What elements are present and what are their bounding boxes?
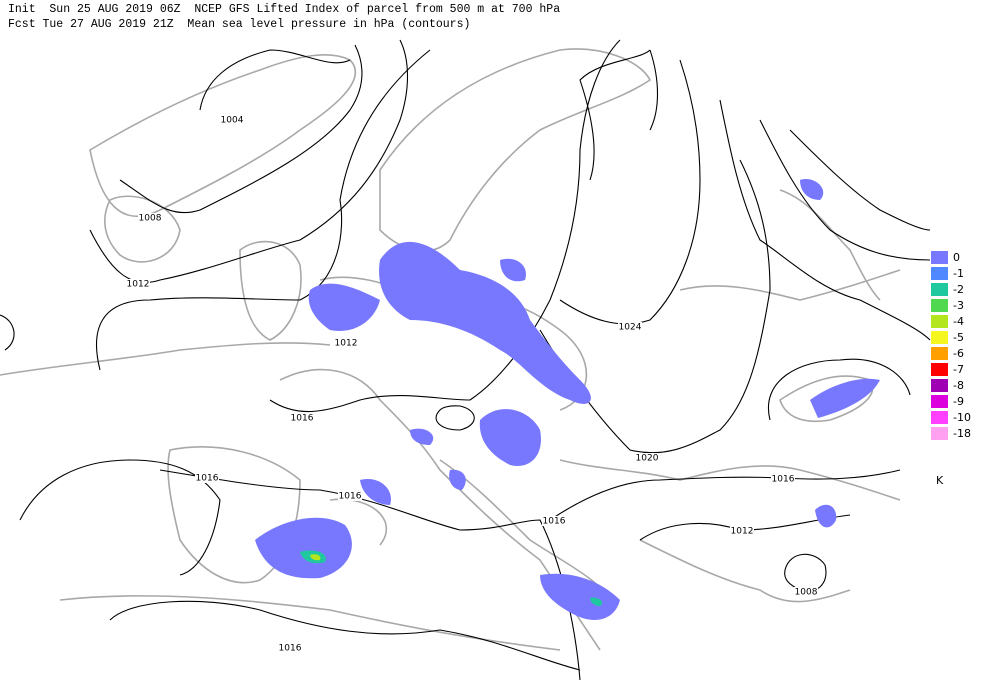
legend-swatch [931,299,948,312]
contour-label: 1008 [139,214,162,224]
contour-label: 1016 [279,644,302,654]
label-bg [278,643,302,653]
label-bg [542,516,566,526]
legend-swatch [931,379,948,392]
contour-label: 1008 [795,588,818,598]
label-bg [195,473,219,483]
contour-label: 1016 [196,474,219,484]
contour-label: 1016 [291,414,314,424]
label-bg [334,338,358,348]
legend-label: 0 [953,251,960,264]
legend-swatch [931,363,948,376]
label-bg [771,474,795,484]
header-line: Init Sun 25 AUG 2019 06Z NCEP GFS Lifted… [8,3,560,16]
header-line: Fcst Tue 27 AUG 2019 21Z Mean sea level … [8,18,470,31]
legend-label: -5 [953,331,964,344]
legend-swatch [931,411,948,424]
legend-label: -8 [953,379,964,392]
contour-label: 1016 [339,492,362,502]
contour-label: 1016 [543,517,566,527]
lifted-index-areas [255,179,880,620]
contour-label: 1020 [636,454,659,464]
label-bg [138,213,162,223]
legend-swatch [931,331,948,344]
legend-label: -4 [953,315,964,328]
label-bg [220,115,244,125]
contour-label: 1016 [772,475,795,485]
legend-label: -1 [953,267,964,280]
contour-label: 1024 [619,323,642,333]
legend-swatch [931,427,948,440]
label-bg [126,279,150,289]
isobars [0,39,931,680]
coastlines [0,48,901,651]
legend-swatch [931,251,948,264]
legend-label: -10 [953,411,971,424]
legend-unit: K [936,474,944,487]
legend-swatch [931,283,948,296]
contour-labels: 1004 1008 1012 1012 1016 1016 1016 1016 1016 1020… [126,115,818,654]
contour-label: 1004 [221,116,244,126]
label-bg [635,453,659,463]
label-bg [730,526,754,536]
legend-label: -2 [953,283,964,296]
legend-label: -9 [953,395,964,408]
label-bg [290,413,314,423]
label-bg [338,491,362,501]
label-bg [618,322,642,332]
legend-swatch [931,267,948,280]
legend-swatch [931,347,948,360]
legend: 0 -1 -2 -3 -4 -5 -6 -7 -8 -9 -10 -18 K [931,251,971,487]
legend-label: -3 [953,299,964,312]
label-bg [794,587,818,597]
legend-swatch [931,315,948,328]
contour-label: 1012 [731,527,754,537]
legend-label: -18 [953,427,971,440]
legend-swatch [931,395,948,408]
legend-label: -7 [953,363,964,376]
contour-label: 1012 [335,339,358,349]
contour-label: 1012 [127,280,150,290]
legend-label: -6 [953,347,964,360]
